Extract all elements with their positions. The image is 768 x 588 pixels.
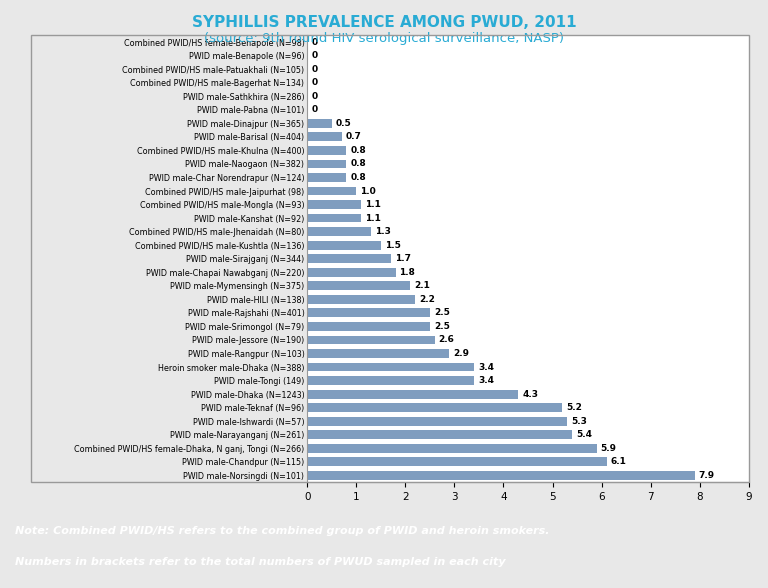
Bar xyxy=(307,390,518,399)
Text: 2.5: 2.5 xyxy=(434,322,450,331)
Bar xyxy=(307,146,346,155)
Text: 0.8: 0.8 xyxy=(350,146,366,155)
Text: 7.9: 7.9 xyxy=(699,471,715,480)
Text: 2.5: 2.5 xyxy=(434,308,450,318)
Text: 1.7: 1.7 xyxy=(395,254,411,263)
Bar xyxy=(307,457,607,466)
Text: (source: 9th round HIV serological surveillance, NASP): (source: 9th round HIV serological surve… xyxy=(204,32,564,45)
Text: 2.2: 2.2 xyxy=(419,295,435,304)
Text: 0: 0 xyxy=(311,92,317,101)
Text: 0: 0 xyxy=(311,65,317,74)
Bar xyxy=(307,363,474,372)
Bar xyxy=(307,403,562,412)
Bar xyxy=(307,173,346,182)
Text: 0: 0 xyxy=(311,51,317,60)
Text: 2.6: 2.6 xyxy=(439,336,455,345)
Text: 0.5: 0.5 xyxy=(336,119,352,128)
Text: 0.8: 0.8 xyxy=(350,173,366,182)
Bar xyxy=(307,200,361,209)
Bar xyxy=(307,227,371,236)
Text: 2.9: 2.9 xyxy=(453,349,469,358)
Text: 5.9: 5.9 xyxy=(601,444,617,453)
Bar xyxy=(307,349,449,358)
Text: 6.1: 6.1 xyxy=(611,457,627,466)
Text: 3.4: 3.4 xyxy=(478,376,494,385)
Bar xyxy=(307,376,474,385)
Text: 0.7: 0.7 xyxy=(346,132,362,141)
Bar xyxy=(307,417,568,426)
Text: SYPHILLIS PREVALENCE AMONG PWUD, 2011: SYPHILLIS PREVALENCE AMONG PWUD, 2011 xyxy=(192,15,576,30)
Text: 0: 0 xyxy=(311,38,317,46)
Bar xyxy=(307,322,430,331)
Bar xyxy=(307,444,597,453)
Text: 0: 0 xyxy=(311,105,317,114)
Bar xyxy=(307,119,332,128)
Bar xyxy=(307,268,396,277)
Text: 3.4: 3.4 xyxy=(478,363,494,372)
Text: 0: 0 xyxy=(311,78,317,87)
Bar xyxy=(307,186,356,195)
Bar xyxy=(307,132,342,141)
Text: 4.3: 4.3 xyxy=(522,390,538,399)
Text: 1.3: 1.3 xyxy=(375,227,391,236)
Text: 5.4: 5.4 xyxy=(576,430,592,439)
Text: Numbers in brackets refer to the total numbers of PWUD sampled in each city: Numbers in brackets refer to the total n… xyxy=(15,557,506,567)
Text: 5.2: 5.2 xyxy=(566,403,582,412)
Bar xyxy=(307,282,410,290)
Text: 1.1: 1.1 xyxy=(365,200,381,209)
Text: 1.8: 1.8 xyxy=(399,268,415,277)
Bar xyxy=(307,159,346,168)
Bar xyxy=(307,295,415,304)
Bar xyxy=(307,309,430,318)
Text: Note: Combined PWID/HS refers to the combined group of PWID and heroin smokers.: Note: Combined PWID/HS refers to the com… xyxy=(15,526,550,536)
Bar xyxy=(307,471,695,480)
Text: 0.8: 0.8 xyxy=(350,159,366,168)
Text: 1.1: 1.1 xyxy=(365,213,381,223)
Bar xyxy=(307,213,361,222)
Bar xyxy=(307,336,435,345)
Text: 2.1: 2.1 xyxy=(414,281,430,290)
Bar xyxy=(307,430,572,439)
Text: 1.0: 1.0 xyxy=(360,186,376,196)
Bar xyxy=(307,255,391,263)
Text: 1.5: 1.5 xyxy=(385,240,401,250)
Bar xyxy=(307,240,381,249)
Text: 5.3: 5.3 xyxy=(571,417,587,426)
